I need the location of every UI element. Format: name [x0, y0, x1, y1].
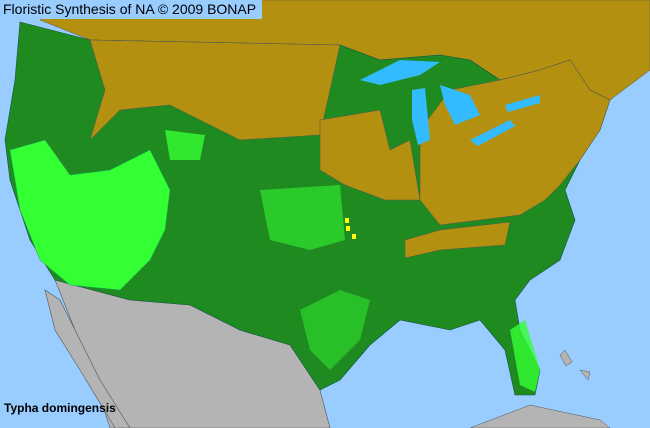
plains-county-presence	[260, 185, 345, 250]
lake-superior	[360, 60, 440, 85]
species-label: Typha domingensis	[4, 401, 116, 415]
map-title: Floristic Synthesis of NA © 2009 BONAP	[0, 0, 263, 19]
cuba	[469, 404, 611, 428]
rare-county	[345, 218, 349, 223]
rare-county	[352, 234, 356, 239]
rare-county	[346, 226, 350, 231]
lake-ontario	[505, 95, 540, 112]
texas-county-presence	[300, 290, 370, 370]
western-county-presence	[9, 139, 171, 291]
wyoming-county-presence	[165, 130, 205, 160]
lake-michigan	[412, 88, 430, 145]
florida-county-presence	[510, 320, 540, 392]
lake-huron	[440, 85, 480, 125]
northern-plains-absent	[89, 39, 341, 141]
lake-erie	[470, 120, 515, 146]
tennessee-absent	[404, 221, 511, 259]
bahamas	[559, 349, 591, 381]
baja-california	[44, 289, 131, 428]
